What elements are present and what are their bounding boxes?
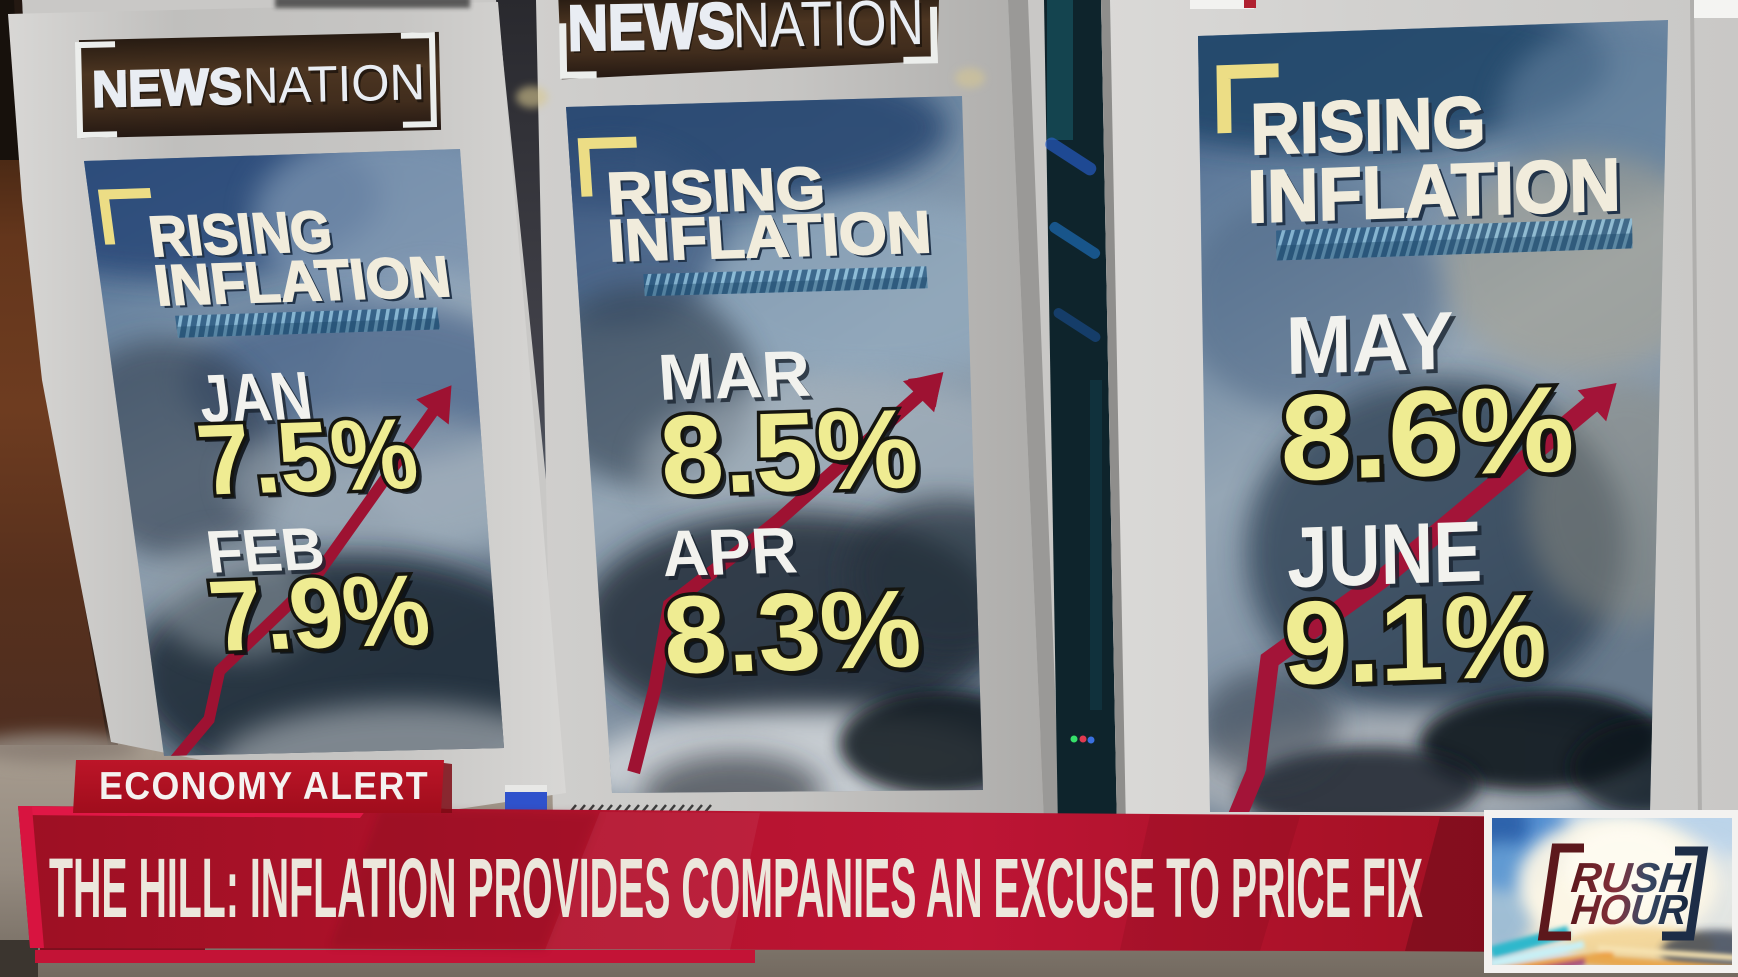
- svg-text:NEWS: NEWS: [93, 60, 244, 120]
- svg-text:INFLATION: INFLATION: [609, 202, 936, 277]
- svg-text:RUSH: RUSH: [1568, 855, 1694, 902]
- svg-text:RISING: RISING: [145, 200, 336, 270]
- svg-text:8.5%: 8.5%: [656, 385, 921, 518]
- svg-text:9.1%: 9.1%: [1282, 570, 1547, 711]
- svg-text:8.6%: 8.6%: [1279, 360, 1575, 506]
- svg-text:JAN: JAN: [194, 358, 316, 437]
- svg-text:8.3%: 8.3%: [659, 567, 924, 697]
- svg-text:ECONOMY ALERT: ECONOMY ALERT: [99, 765, 429, 808]
- svg-text:NEWS: NEWS: [91, 57, 242, 117]
- svg-text:FEB: FEB: [202, 514, 328, 585]
- svg-text:JAN: JAN: [198, 362, 320, 441]
- svg-text:RISING: RISING: [149, 203, 340, 273]
- svg-text:INFLATION: INFLATION: [151, 245, 455, 318]
- svg-text:HOUR: HOUR: [1568, 887, 1690, 934]
- svg-text:NATION: NATION: [244, 56, 427, 117]
- svg-text:MAR: MAR: [659, 341, 816, 418]
- svg-text:MAY: MAY: [1285, 295, 1454, 392]
- svg-text:MAY: MAY: [1289, 299, 1458, 396]
- svg-text:RISING: RISING: [1254, 86, 1490, 174]
- svg-text:7.9%: 7.9%: [209, 559, 442, 677]
- svg-text:8.6%: 8.6%: [1284, 365, 1580, 511]
- svg-text:RISING: RISING: [608, 158, 830, 230]
- svg-text:NEWS: NEWS: [567, 0, 735, 64]
- svg-text:HOUR: HOUR: [1569, 886, 1690, 933]
- svg-text:7.5%: 7.5%: [197, 403, 430, 521]
- svg-text:8.3%: 8.3%: [665, 572, 930, 702]
- svg-text:7.9%: 7.9%: [203, 554, 436, 672]
- svg-text:RUSH: RUSH: [1569, 854, 1693, 901]
- svg-text:APR: APR: [663, 517, 803, 594]
- svg-text:THE HILL: INFLATION PROVIDES C: THE HILL: INFLATION PROVIDES COMPANIES A…: [49, 841, 1423, 935]
- svg-text:JUNE: JUNE: [1286, 504, 1482, 607]
- svg-text:INFLATION: INFLATION: [606, 199, 933, 274]
- svg-text:7.5%: 7.5%: [191, 398, 424, 516]
- svg-text:NATION: NATION: [732, 0, 924, 61]
- svg-text:FEB: FEB: [206, 518, 332, 589]
- svg-text:RISING: RISING: [1250, 82, 1486, 170]
- svg-text:9.1%: 9.1%: [1288, 574, 1553, 715]
- svg-text:NATION: NATION: [242, 53, 425, 114]
- svg-text:APR: APR: [660, 513, 800, 590]
- svg-text:JUNE: JUNE: [1290, 508, 1486, 611]
- svg-text:NATION: NATION: [734, 0, 926, 64]
- svg-text:RISING: RISING: [605, 155, 827, 227]
- svg-text:NEWS: NEWS: [569, 0, 737, 67]
- svg-text:MAR: MAR: [656, 337, 813, 414]
- svg-text:8.5%: 8.5%: [662, 390, 927, 523]
